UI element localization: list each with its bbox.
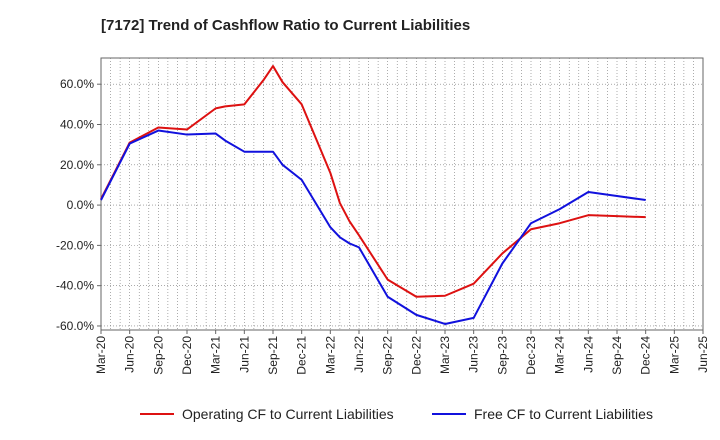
x-tick-label: Mar-20 bbox=[94, 336, 108, 374]
y-tick-label: -20.0% bbox=[56, 238, 94, 252]
x-tick-label: Dec-23 bbox=[524, 336, 538, 375]
x-tick-label: Dec-24 bbox=[639, 336, 653, 375]
series-lines bbox=[100, 65, 646, 325]
legend-label: Operating CF to Current Liabilities bbox=[182, 406, 394, 422]
y-tick-label: 20.0% bbox=[60, 158, 94, 172]
x-tick-label: Sep-22 bbox=[381, 336, 395, 375]
y-axis-ticks: 60.0% 40.0% 20.0% 0.0% -20.0% -40.0% -60.0% bbox=[56, 77, 101, 333]
x-tick-label: Dec-20 bbox=[180, 336, 194, 375]
y-tick-label: -40.0% bbox=[56, 279, 94, 293]
legend: Operating CF to Current Liabilities Free … bbox=[140, 406, 653, 422]
x-tick-label: Sep-23 bbox=[495, 336, 509, 375]
series-line-free-cf bbox=[100, 129, 646, 325]
x-tick-label: Sep-21 bbox=[266, 336, 280, 375]
y-tick-label: 60.0% bbox=[60, 77, 94, 91]
x-tick-label: Jun-23 bbox=[467, 336, 481, 373]
x-tick-label: Mar-22 bbox=[323, 336, 337, 374]
x-tick-label: Mar-25 bbox=[667, 336, 681, 374]
chart-title: [7172] Trend of Cashflow Ratio to Curren… bbox=[101, 17, 470, 34]
series-line-operating-cf bbox=[100, 65, 646, 298]
x-tick-label: Jun-21 bbox=[237, 336, 251, 373]
x-tick-label: Jun-24 bbox=[581, 336, 595, 373]
x-tick-label: Dec-21 bbox=[295, 336, 309, 375]
x-tick-label: Jun-20 bbox=[123, 336, 137, 373]
x-tick-label: Mar-24 bbox=[553, 336, 567, 374]
x-tick-label: Mar-21 bbox=[209, 336, 223, 374]
x-tick-label: Mar-23 bbox=[438, 336, 452, 374]
x-tick-label: Sep-24 bbox=[610, 336, 624, 375]
x-tick-label: Jun-25 bbox=[696, 336, 710, 373]
x-tick-label: Dec-22 bbox=[409, 336, 423, 375]
x-tick-label: Sep-20 bbox=[151, 336, 165, 375]
y-tick-label: 0.0% bbox=[67, 198, 95, 212]
x-tick-label: Jun-22 bbox=[352, 336, 366, 373]
x-axis-ticks: Mar-20 Jun-20 Sep-20 Dec-20 Mar-21 Jun-21 Sep-… bbox=[94, 330, 710, 375]
y-tick-label: 40.0% bbox=[60, 117, 94, 131]
y-tick-label: -60.0% bbox=[56, 319, 94, 333]
legend-label: Free CF to Current Liabilities bbox=[474, 406, 653, 422]
